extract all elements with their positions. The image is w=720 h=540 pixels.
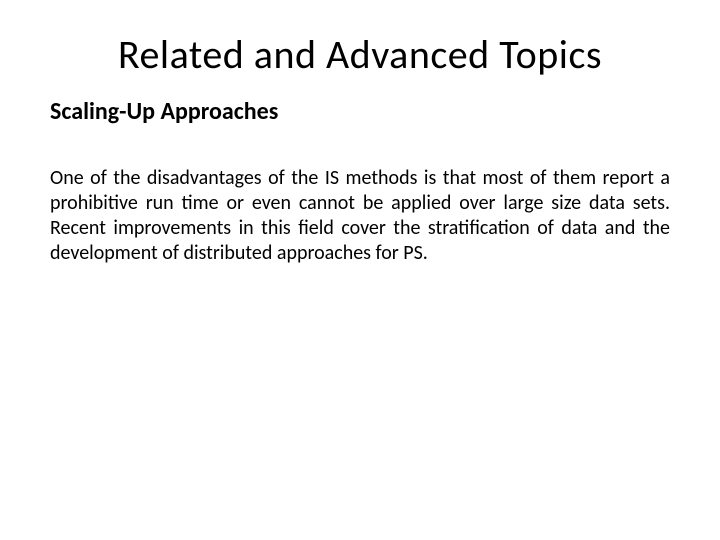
slide-body-text: One of the disadvantages of the IS metho… [50,166,670,266]
slide-subtitle: Scaling-Up Approaches [50,97,670,126]
slide-title: Related and Advanced Topics [50,30,670,79]
